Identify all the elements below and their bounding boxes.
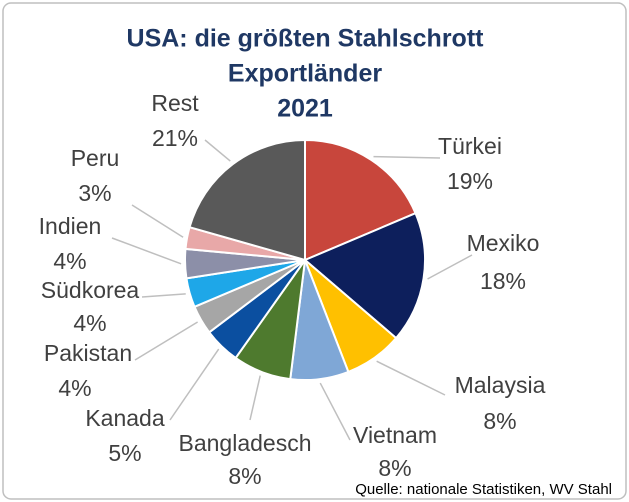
value-label: 8% <box>228 463 261 489</box>
value-label: 3% <box>78 180 111 206</box>
chart-title: USA: die größten Stahlschrott <box>127 25 485 53</box>
category-label: Vietnam <box>353 422 437 448</box>
value-label: 4% <box>58 375 91 401</box>
category-label: Bangladesch <box>179 430 312 456</box>
leader-line <box>427 254 473 280</box>
category-label: Malaysia <box>455 372 546 398</box>
category-label: Mexiko <box>467 230 540 256</box>
leader-line <box>111 237 182 265</box>
category-label: Peru <box>71 145 120 171</box>
leader-line <box>373 155 441 159</box>
category-label: Rest <box>151 90 199 116</box>
chart-title: Exportländer <box>228 60 382 88</box>
category-label: Südkorea <box>41 277 140 303</box>
leader-line <box>141 293 186 298</box>
leader-line <box>376 360 446 396</box>
category-label: Kanada <box>85 405 165 431</box>
value-label: 8% <box>378 455 411 481</box>
leader-line <box>169 348 220 421</box>
value-label: 18% <box>480 268 526 294</box>
leader-line <box>249 375 261 421</box>
value-label: 4% <box>73 310 106 336</box>
value-label: 4% <box>53 248 86 274</box>
pie-slice <box>304 138 417 262</box>
leader-line <box>131 204 184 238</box>
value-label: 8% <box>483 408 516 434</box>
category-label: Türkei <box>438 133 502 159</box>
chart-title: 2021 <box>277 95 333 123</box>
pie-slice <box>303 211 426 340</box>
leader-line <box>134 321 199 361</box>
source: Quelle: nationale Statistiken, WV Stahl <box>355 481 612 498</box>
pie-slice <box>188 138 306 262</box>
value-label: 19% <box>447 168 493 194</box>
leader-line <box>319 382 351 441</box>
value-label: 21% <box>152 125 198 151</box>
leader-line <box>204 139 231 162</box>
category-label: Indien <box>39 213 102 239</box>
value-label: 5% <box>108 440 141 466</box>
category-label: Pakistan <box>44 340 132 366</box>
